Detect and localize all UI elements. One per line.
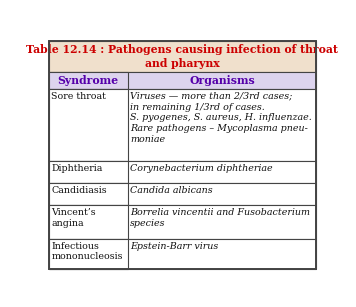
Text: Syndrome: Syndrome	[58, 75, 119, 86]
Bar	[49, 161, 127, 183]
Bar	[49, 239, 316, 269]
Text: Organisms: Organisms	[189, 75, 255, 86]
Text: Epstein-Barr virus: Epstein-Barr virus	[130, 242, 219, 251]
Text: Corynebacterium diphtheriae: Corynebacterium diphtheriae	[130, 164, 273, 173]
Bar	[49, 239, 127, 269]
Text: Infectious
mononucleosis: Infectious mononucleosis	[51, 242, 123, 261]
Text: Table 12.14 : Pathogens causing infection of throat
and pharynx: Table 12.14 : Pathogens causing infectio…	[26, 44, 339, 69]
Text: Candida albicans: Candida albicans	[130, 186, 213, 195]
Bar	[49, 72, 127, 89]
Bar	[49, 205, 316, 239]
Text: Candidiasis: Candidiasis	[51, 186, 107, 195]
Text: Diphtheria: Diphtheria	[51, 164, 103, 173]
Bar	[49, 41, 316, 72]
Bar	[49, 205, 127, 239]
Bar	[49, 183, 316, 205]
Bar	[49, 89, 316, 161]
Bar	[49, 161, 316, 183]
Text: Vincent’s
angina: Vincent’s angina	[51, 208, 96, 228]
Text: Viruses — more than 2/3rd cases;
in remaining 1/3rd of cases.
S. pyogenes, S. au: Viruses — more than 2/3rd cases; in rema…	[130, 92, 312, 144]
Bar	[49, 183, 127, 205]
Bar	[49, 89, 127, 161]
Bar	[49, 72, 316, 89]
Text: Sore throat: Sore throat	[51, 92, 106, 101]
Text: Borrelia vincentii and Fusobacterium
species: Borrelia vincentii and Fusobacterium spe…	[130, 208, 310, 228]
